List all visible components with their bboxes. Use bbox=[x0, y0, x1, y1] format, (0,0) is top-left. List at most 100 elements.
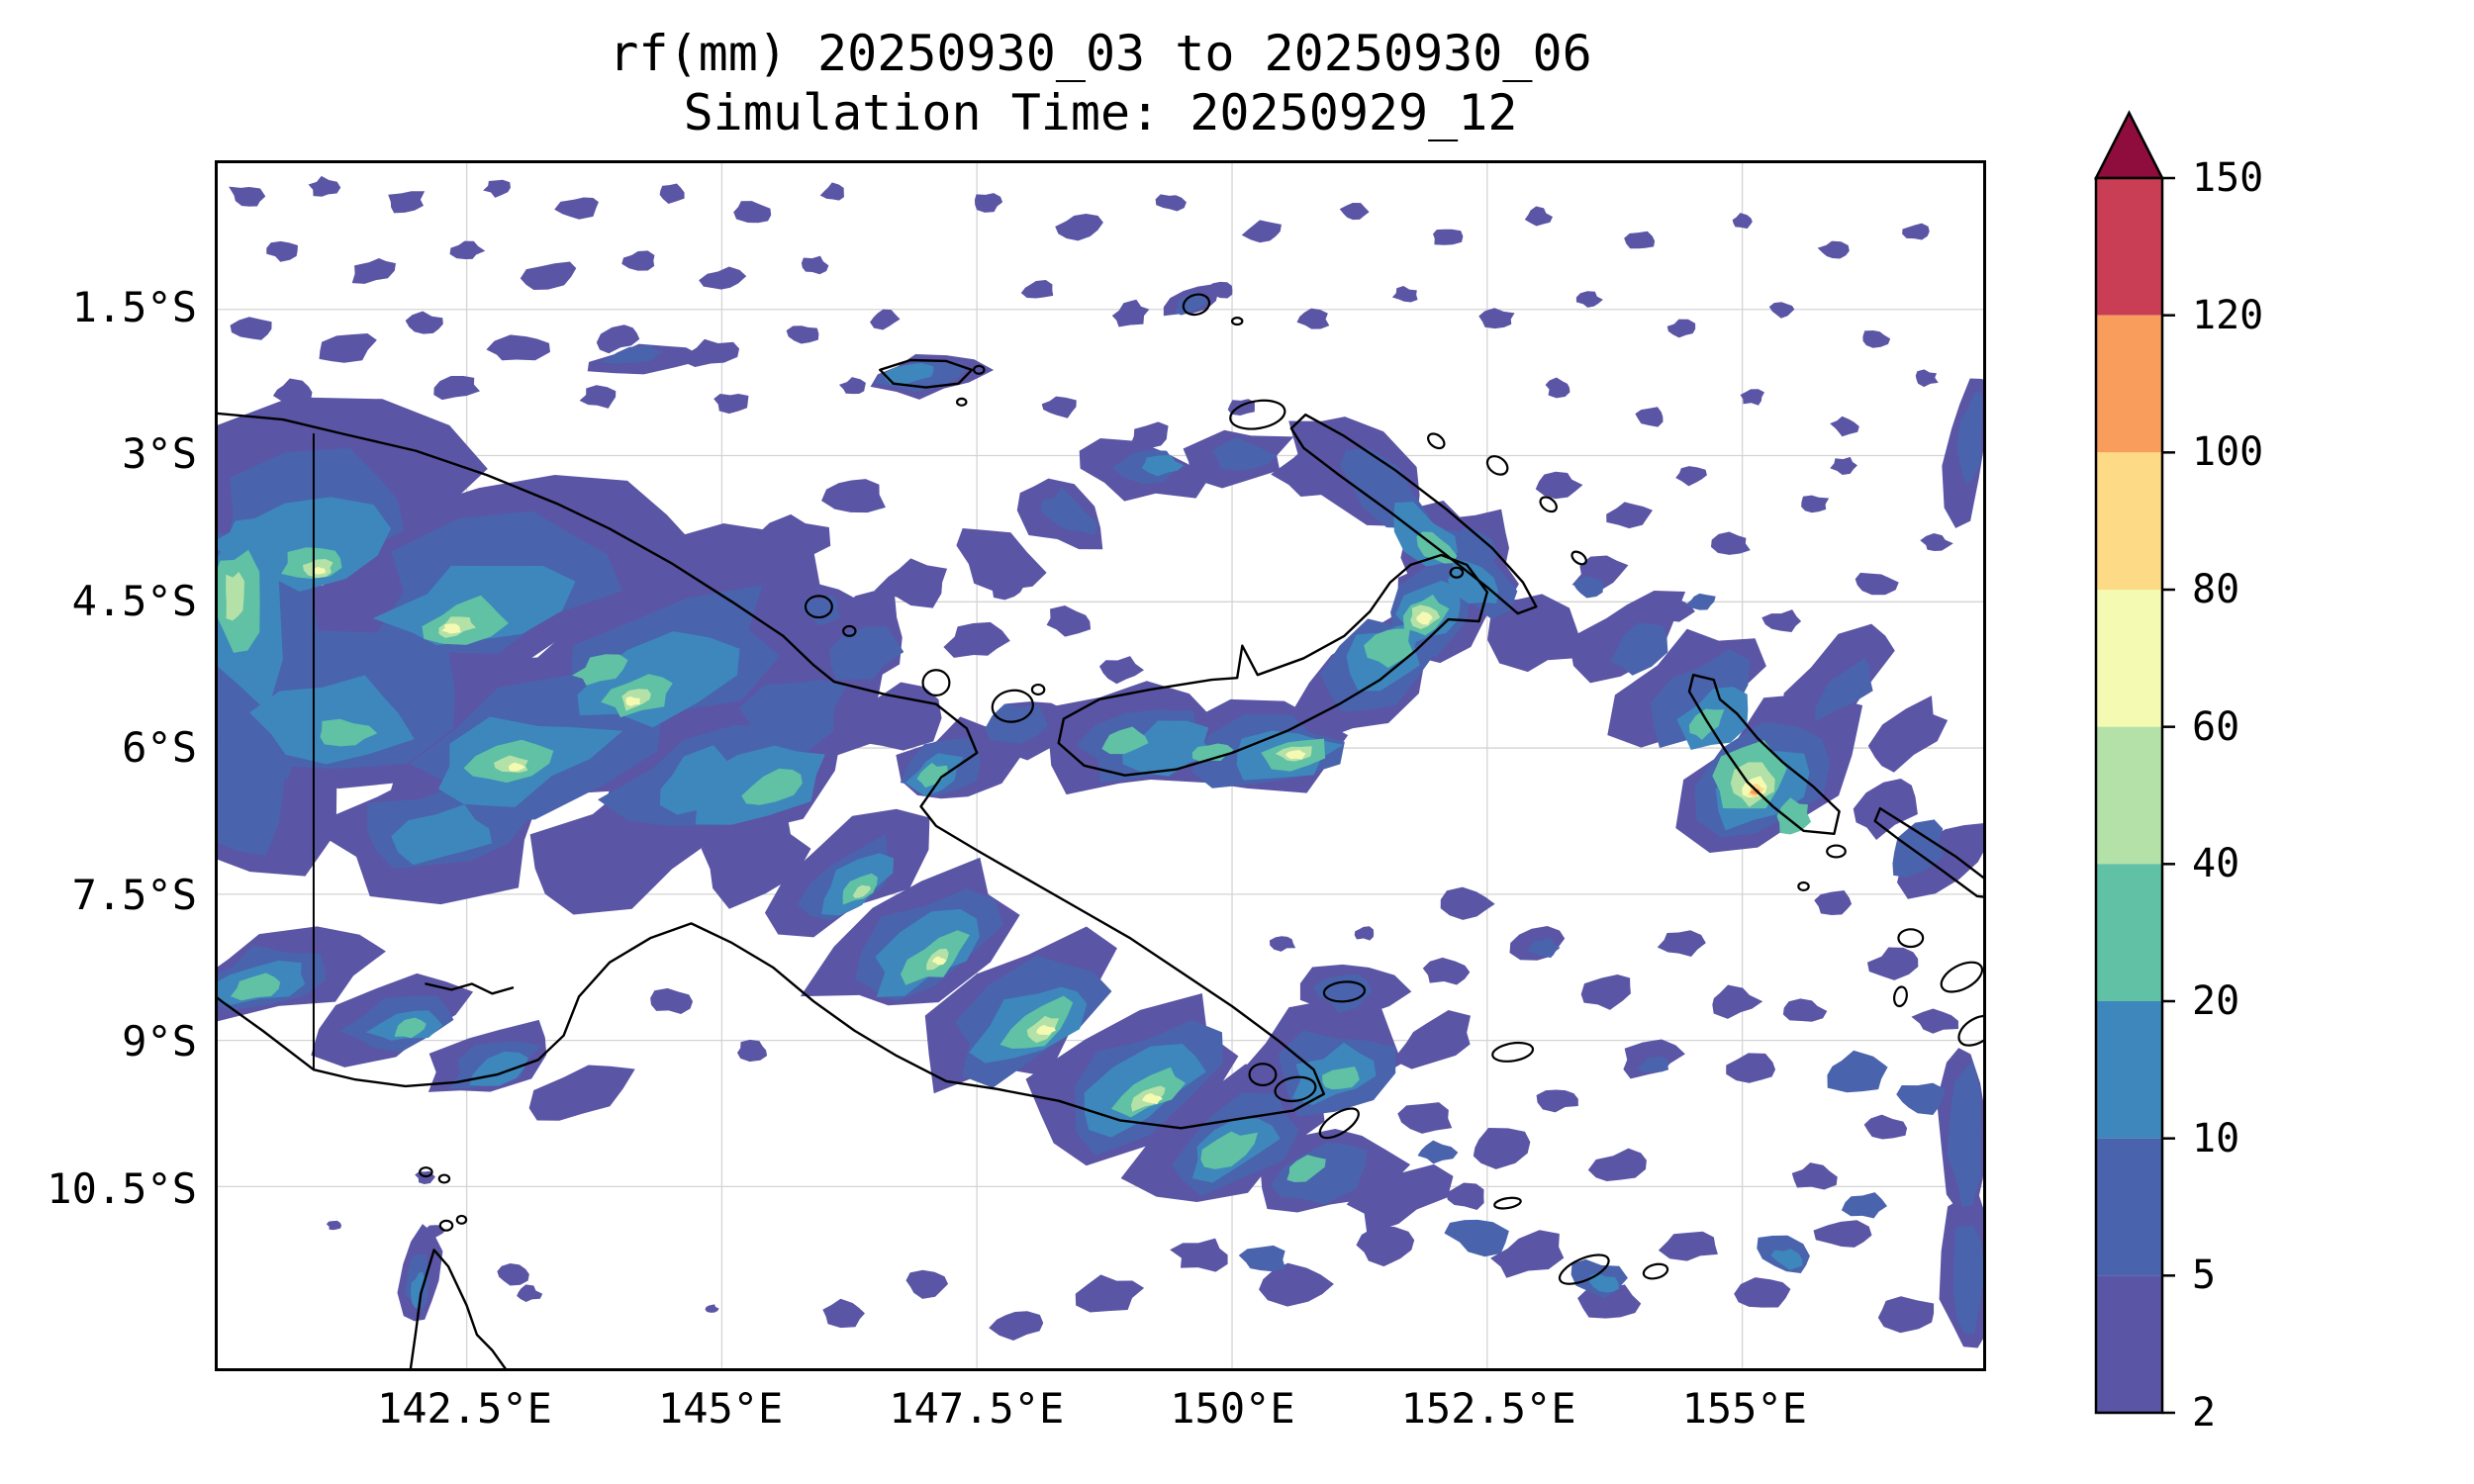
x-tick-label: 145°E bbox=[657, 1384, 784, 1433]
rain-cell-level-60 bbox=[441, 623, 461, 634]
rain-cell-level-2 bbox=[326, 1220, 342, 1231]
coastline-new-guinea-mainland bbox=[218, 412, 1324, 1128]
rain-cell-level-2 bbox=[1761, 609, 1802, 632]
rain-cell-level-2 bbox=[1170, 1238, 1228, 1272]
rain-cell-level-5 bbox=[738, 680, 848, 761]
rain-cell-level-2 bbox=[308, 175, 341, 197]
island-treasury bbox=[1798, 882, 1808, 890]
rain-cell-level-40 bbox=[226, 571, 245, 621]
rain-cell-level-5 bbox=[1211, 436, 1278, 472]
island-umboi bbox=[990, 688, 1035, 725]
rain-cell-level-2 bbox=[714, 393, 749, 415]
rain-cell-level-2 bbox=[1535, 471, 1583, 500]
rain-cell-level-2 bbox=[1740, 389, 1765, 406]
rain-cell-level-2 bbox=[1920, 533, 1953, 551]
island-feni bbox=[1570, 549, 1588, 567]
island-misima bbox=[1493, 1196, 1521, 1210]
rain-cell-level-60 bbox=[1416, 611, 1433, 625]
rain-cell-level-5 bbox=[1814, 657, 1873, 722]
rain-cell-level-5 bbox=[829, 625, 904, 681]
colorbar-tick-label: 10 bbox=[2192, 1115, 2240, 1161]
island-woodlark bbox=[1491, 1040, 1535, 1064]
rain-cell-level-20 bbox=[1364, 628, 1414, 669]
colorbar-scale bbox=[2093, 110, 2175, 1415]
rain-cell-level-2 bbox=[733, 201, 772, 224]
rain-cell-level-20 bbox=[1322, 1067, 1360, 1090]
rain-cell-level-2 bbox=[449, 240, 486, 260]
island-torres-1 bbox=[420, 1167, 431, 1176]
rain-cell-level-2 bbox=[1580, 974, 1631, 1010]
rain-cell-level-20 bbox=[1286, 1155, 1326, 1183]
rain-cell-level-2 bbox=[483, 179, 511, 198]
rain-cell-level-2 bbox=[974, 193, 1003, 213]
rain-cell-level-10 bbox=[410, 1271, 426, 1309]
rain-cell-level-2 bbox=[1853, 779, 1918, 840]
rain-cell-level-2 bbox=[1814, 889, 1853, 916]
chart-title-line1: rf(mm) 20250930_03 to 20250930_06 bbox=[609, 25, 1592, 82]
rain-cell-level-40 bbox=[852, 884, 871, 898]
colorbar-segment-100-120 bbox=[2096, 315, 2162, 453]
rain-cell-level-10 bbox=[1588, 1272, 1619, 1293]
colorbar-tick-label: 150 bbox=[2192, 155, 2264, 201]
island-torres-3 bbox=[440, 1221, 452, 1231]
rain-cell-level-2 bbox=[705, 1304, 719, 1313]
x-tick-label: 152.5°E bbox=[1400, 1384, 1576, 1433]
colorbar bbox=[2084, 105, 2193, 1427]
rain-cell-level-2 bbox=[1020, 280, 1054, 299]
rain-cell-level-2 bbox=[426, 1225, 445, 1239]
island-lihir bbox=[1483, 452, 1511, 478]
island-long-island bbox=[923, 670, 950, 696]
rain-cell-level-2 bbox=[1098, 656, 1145, 685]
rain-cell-level-2 bbox=[736, 1039, 768, 1063]
rain-cell-level-2 bbox=[870, 309, 901, 330]
coastline-new-britain bbox=[1059, 555, 1487, 776]
rain-cell-level-2 bbox=[554, 197, 599, 220]
rain-cell-level-2 bbox=[351, 257, 396, 284]
rain-cell-level-2 bbox=[1911, 1008, 1958, 1034]
island-shortland bbox=[1827, 846, 1846, 858]
rain-cell-level-2 bbox=[596, 325, 640, 354]
rain-cell-level-2 bbox=[272, 378, 313, 403]
rain-cell-level-2 bbox=[1339, 202, 1370, 221]
coastline-new-ireland bbox=[1291, 415, 1536, 613]
rain-cell-level-2 bbox=[230, 317, 272, 340]
island-new-georgia-1 bbox=[1937, 956, 1983, 997]
rain-cell-level-2 bbox=[822, 1298, 865, 1329]
rain-cell-level-20 bbox=[1776, 797, 1812, 835]
rain-cell-level-2 bbox=[517, 1284, 543, 1303]
rain-cell-level-2 bbox=[1657, 930, 1706, 957]
rain-cell-level-2 bbox=[433, 375, 481, 401]
island-los-negros bbox=[974, 366, 984, 374]
rain-cell-level-2 bbox=[874, 558, 948, 608]
rain-cell-level-2 bbox=[1813, 1220, 1872, 1248]
rain-cell-level-5 bbox=[1651, 649, 1751, 748]
chart-title-line2: Simulation Time: 20250929_12 bbox=[683, 84, 1518, 141]
rain-cell-level-2 bbox=[1397, 1102, 1453, 1134]
island-sakar bbox=[1032, 685, 1044, 695]
rain-cell-level-5 bbox=[1896, 1082, 1946, 1115]
rain-cell-level-2 bbox=[319, 333, 377, 363]
rain-cell-level-2 bbox=[1734, 1277, 1791, 1308]
rain-cell-level-2 bbox=[1296, 308, 1330, 329]
rain-cell-level-5 bbox=[1827, 1050, 1888, 1093]
rain-cell-level-2 bbox=[1830, 416, 1859, 437]
rain-cell-level-2 bbox=[1055, 214, 1103, 241]
x-tick-label: 150°E bbox=[1170, 1384, 1295, 1433]
rain-cell-level-2 bbox=[1675, 466, 1707, 487]
rain-cell-level-2 bbox=[1658, 1231, 1718, 1261]
rain-cell-level-2 bbox=[1726, 1053, 1776, 1083]
rain-cell-level-5 bbox=[600, 344, 664, 364]
y-tick-label: 3°S bbox=[122, 429, 197, 479]
rain-cell-level-2 bbox=[520, 261, 577, 290]
rain-cell-level-20 bbox=[1688, 708, 1725, 740]
rain-cell-level-60 bbox=[625, 696, 640, 707]
island-tanga bbox=[1538, 495, 1560, 514]
rain-cell-level-20 bbox=[230, 973, 281, 1001]
y-tick-label: 10.5°S bbox=[47, 1163, 197, 1213]
rain-cell-level-2 bbox=[659, 183, 685, 204]
rain-cell-level-2 bbox=[786, 325, 819, 344]
rain-cell-level-2 bbox=[1877, 1296, 1935, 1334]
y-tick-label: 7.5°S bbox=[71, 870, 197, 919]
x-tick-label: 142.5°E bbox=[376, 1384, 552, 1433]
